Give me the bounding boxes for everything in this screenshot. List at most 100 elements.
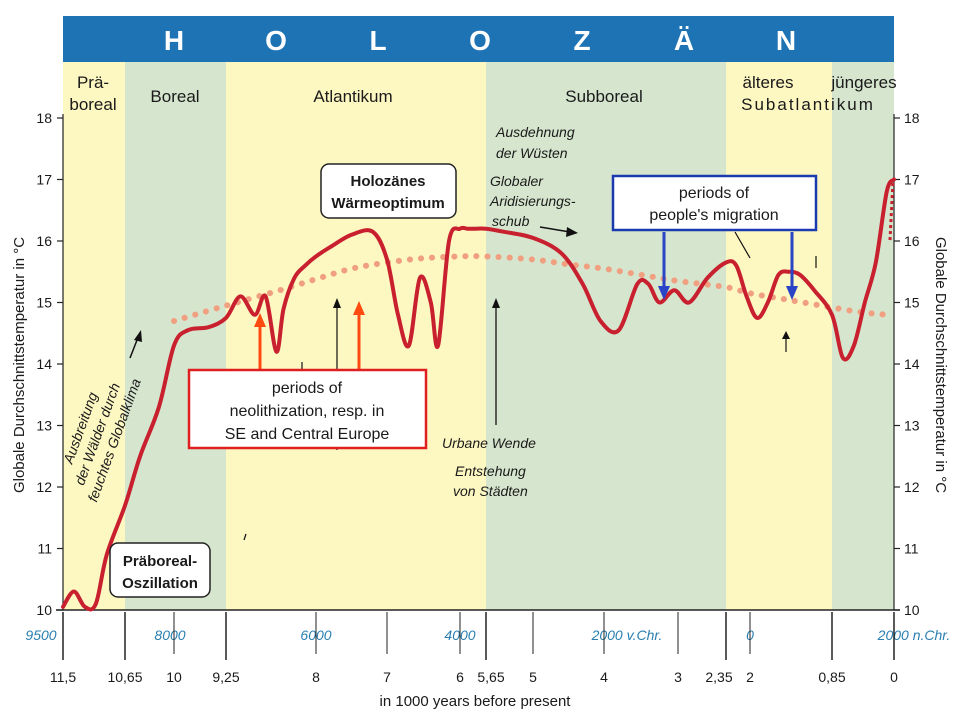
aridisierung-line-2: Aridisierungs-: [489, 193, 576, 209]
period-label-praeboreal-1: Prä-: [77, 73, 109, 92]
y-tick-label: 10: [904, 602, 920, 618]
period-label-praeboreal-2: boreal: [69, 95, 116, 114]
bp-tick-label: 2: [746, 669, 754, 685]
y-tick-label: 11: [37, 541, 52, 557]
y-tick-label: 17: [904, 172, 920, 188]
period-label-atlantikum: Atlantikum: [313, 87, 392, 106]
period-bands: [63, 62, 894, 610]
y-tick-label: 14: [36, 356, 52, 372]
bp-tick-label: 7: [383, 669, 391, 685]
title-letter: O: [265, 25, 287, 56]
series-trend-dotted: [171, 253, 890, 324]
band-aelteres-subatlantikum: [726, 62, 832, 610]
period-label-juengeres: jüngeres: [830, 73, 896, 92]
y-axis-label-left: Globale Durchschnittstemperatur in °C: [11, 237, 28, 493]
title-letter: H: [164, 25, 184, 56]
staedte-line-2: von Städten: [453, 483, 528, 499]
annotation-aridisierung: Globaler Aridisierungs- schub: [489, 173, 576, 229]
bp-tick-label: 9,25: [212, 669, 239, 685]
migration-arrows: [658, 232, 798, 300]
calendar-tick-label: 2000 v.Chr.: [591, 627, 663, 643]
migration-arrow-1-head: [658, 286, 670, 300]
neolith-arrow-1-head: [254, 313, 266, 327]
y-tick-label: 17: [36, 172, 52, 188]
urbane-arrowhead: [492, 298, 500, 308]
band-juengeres-subatlantikum: [832, 62, 894, 610]
title-letters: H O L O Z Ä N: [164, 25, 796, 56]
bp-tick-label: 0,85: [818, 669, 845, 685]
praeboreal-osz-line-2: Oszillation: [122, 575, 198, 592]
period-label-boreal: Boreal: [150, 87, 199, 106]
neolith-arrows: [254, 301, 365, 372]
title-letter: L: [369, 25, 386, 56]
praeboreal-osz-line-1: Präboreal-: [123, 553, 197, 570]
aridisierung-arrowhead: [566, 227, 578, 237]
bp-tick-label: 8: [312, 669, 320, 685]
x-axis-bp: 11,5 10,65 10 9,25 8 7 6 5,65 5 4 3 2,35 2 0,85 0: [50, 612, 898, 685]
y-tick-label: 12: [904, 479, 920, 495]
calendar-tick-label: 8000: [154, 627, 185, 643]
title-letter: O: [469, 25, 491, 56]
title-letter: Z: [573, 25, 590, 56]
bp-tick-label: 5,65: [477, 669, 504, 685]
bp-tick-label: 11,5: [50, 669, 76, 685]
y-tick-label: 15: [904, 295, 920, 311]
band-subboreal: [486, 62, 726, 610]
neolith-line-3: SE and Central Europe: [225, 426, 390, 443]
atlantikum-arrowhead-1: [333, 298, 341, 308]
y-tick-label: 13: [36, 418, 52, 434]
band-praeboreal: [63, 62, 125, 610]
subatlantic-arrowhead: [782, 331, 790, 339]
series-temperature-curve: [61, 177, 896, 612]
bp-tick-label: 2,35: [705, 669, 732, 685]
bp-tick-label: 10,65: [107, 669, 142, 685]
title-bar: [63, 16, 894, 62]
aridisierung-line-1: Globaler: [490, 173, 544, 189]
x-axis-label: in 1000 years before present: [380, 693, 572, 710]
migration-leader-line: [734, 231, 751, 259]
y-axis-right: 10 11 12 13 14 15 16 17 18: [894, 110, 920, 618]
period-labels: Prä- boreal Boreal Atlantikum Subboreal …: [69, 73, 896, 114]
migration-arrow-2-head: [786, 286, 798, 300]
calendar-tick-label: 2000 n.Chr.: [877, 627, 951, 643]
aridisierung-arrow: [539, 226, 571, 233]
calendar-tick-label: 9500: [25, 627, 56, 643]
y-tick-label: 16: [36, 233, 52, 249]
y-axis-left: 10 11 12 13 14 15 16 17 18: [36, 110, 63, 618]
wuesten-line-1: Ausdehnung: [495, 124, 575, 140]
annotation-neolithization-box: periods of neolithization, resp. in SE a…: [187, 368, 428, 450]
neolith-line-2: neolithization, resp. in: [230, 403, 385, 420]
bp-tick-label: 6: [456, 669, 464, 685]
band-atlantikum: [226, 62, 486, 610]
migration-line-1: periods of: [679, 185, 750, 202]
y-tick-label: 11: [904, 541, 919, 557]
bp-tick-label: 4: [600, 669, 608, 685]
y-axis-label-right: Globale Durchschnittstemperatur in °C: [932, 237, 949, 493]
y-tick-label: 12: [36, 479, 52, 495]
neolith-arrow-2-head: [353, 301, 365, 315]
title-letter: N: [776, 25, 796, 56]
annotation-migration-box: periods of people's migration: [611, 174, 818, 232]
annotation-praeboreal-oszillation: Präboreal- Oszillation: [109, 542, 211, 598]
waermeoptimum-line-2: Wärmeoptimum: [331, 195, 444, 212]
y-tick-label: 15: [36, 295, 52, 311]
neolith-line-1: periods of: [272, 380, 343, 397]
y-tick-label: 10: [36, 602, 52, 618]
y-tick-label: 16: [904, 233, 920, 249]
y-tick-label: 13: [904, 418, 920, 434]
wuesten-line-2: der Wüsten: [496, 145, 568, 161]
bp-tick-label: 10: [166, 669, 182, 685]
y-tick-label: 18: [904, 110, 920, 126]
ausbreitung-arrowhead: [134, 330, 142, 342]
annotation-waermeoptimum: Holozänes Wärmeoptimum: [320, 163, 457, 219]
bp-tick-label: 5: [529, 669, 537, 685]
bp-tick-label: 3: [674, 669, 682, 685]
staedte-line-1: Entstehung: [455, 463, 526, 479]
band-boreal: [125, 62, 226, 610]
migration-line-2: people's migration: [649, 207, 778, 224]
waermeoptimum-line-1: Holozänes: [350, 173, 425, 190]
title-letter: Ä: [674, 25, 694, 56]
series-end-dashed: [888, 179, 895, 241]
